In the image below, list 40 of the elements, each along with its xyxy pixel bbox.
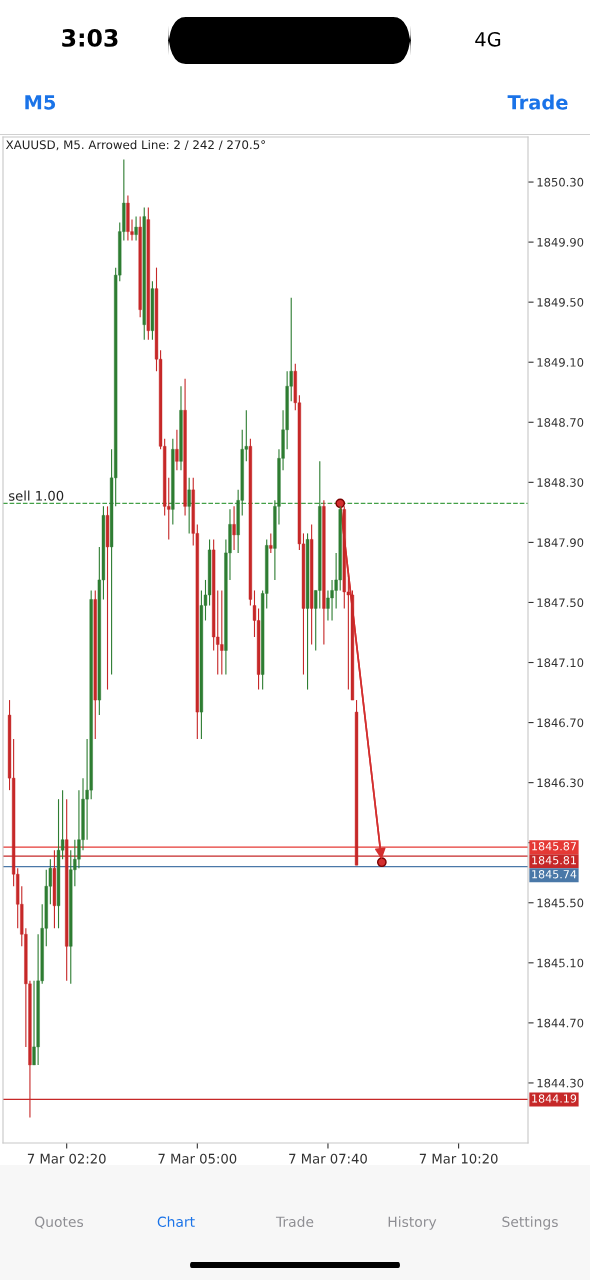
- text: Trade: [275, 1216, 314, 1228]
- text: History: [388, 1216, 437, 1230]
- x-tick-label: 7 Mar 07:40: [289, 1153, 367, 1164]
- text: Settings: [502, 1216, 558, 1230]
- candlestick: [134, 216, 138, 242]
- ref-line-label: 1845.74: [532, 870, 577, 879]
- x-tick-label: 7 Mar 10:20: [419, 1153, 498, 1164]
- text: Trade: [507, 94, 568, 110]
- text: M5: [25, 95, 56, 110]
- y-tick-label: 1845.50: [537, 898, 584, 908]
- candlestick: [175, 429, 179, 471]
- candlestick: [220, 589, 224, 676]
- ref-line-label: 1845.87: [532, 842, 576, 851]
- y-tick-label: 1847.10: [537, 658, 584, 668]
- text: 3:03: [62, 28, 118, 47]
- x-tick-label: 7 Mar 02:20: [27, 1153, 106, 1164]
- ref-line-label: 1845.81: [532, 856, 576, 865]
- text: Chart: [157, 1216, 195, 1228]
- y-tick-label: 1847.90: [537, 538, 584, 547]
- y-tick-label: 1846.70: [537, 718, 584, 728]
- y-tick-label: 1848.70: [537, 418, 584, 427]
- y-tick-label: 1847.50: [537, 598, 584, 608]
- y-tick-label: 1849.90: [537, 237, 584, 247]
- y-tick-label: 1844.30: [537, 1078, 584, 1088]
- y-tick-label: 1845.10: [537, 958, 584, 968]
- y-tick-label: 1850.30: [537, 177, 584, 187]
- chart-title: XAUUSD, M5. Arrowed Line: 2 / 242 / 270.5°: [5, 140, 265, 151]
- candlestick: [232, 505, 236, 551]
- text: Quotes: [35, 1216, 84, 1229]
- y-tick-label: 1848.30: [537, 478, 584, 487]
- candlestick: [187, 477, 191, 534]
- y-tick-label: 1849.50: [537, 297, 584, 307]
- y-tick-label: 1844.70: [537, 1018, 584, 1028]
- x-tick-label: 7 Mar 05:00: [158, 1153, 237, 1164]
- ref-line-label: 1844.19: [532, 1094, 577, 1103]
- ref-line-label: sell 1.00: [8, 490, 64, 501]
- text: 4G: [475, 31, 501, 47]
- y-tick-label: 1849.10: [537, 358, 584, 367]
- candlestick: [269, 532, 273, 554]
- y-tick-label: 1846.30: [537, 778, 584, 788]
